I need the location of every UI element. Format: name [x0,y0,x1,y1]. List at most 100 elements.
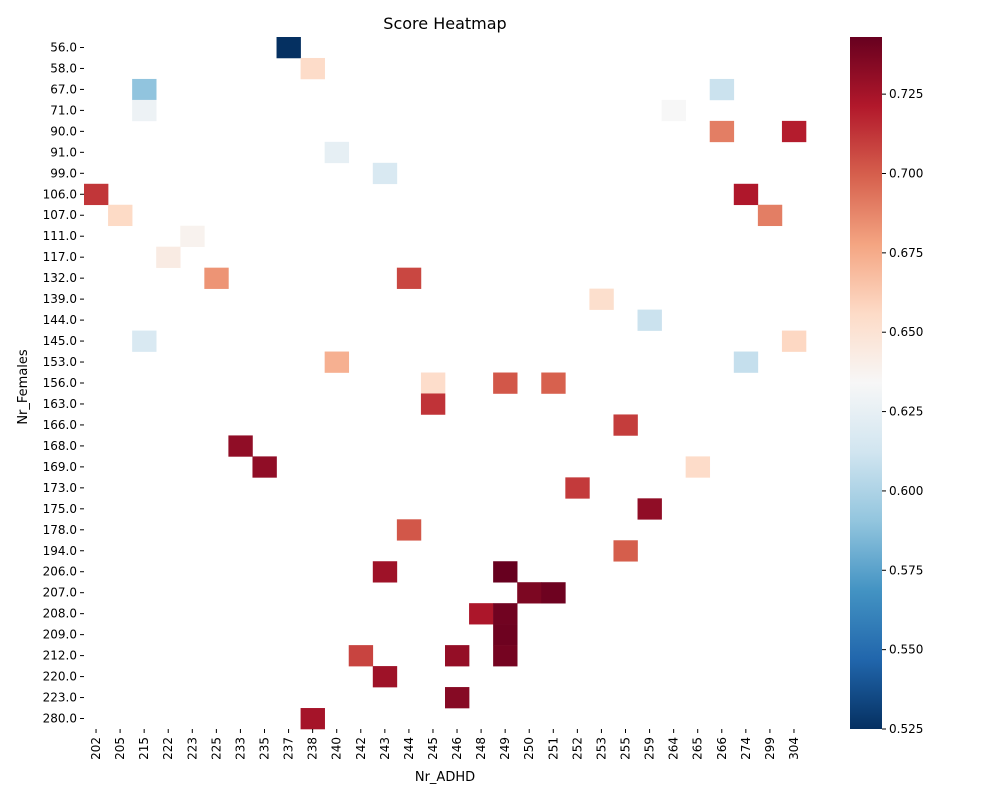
colorbar-tick-label: 0.600 [889,484,923,498]
heatmap-cell [661,99,686,122]
heatmap-cell [541,582,566,604]
heatmap-cell [324,141,350,164]
heatmap-cell [156,246,181,268]
y-tick-label: 194.0 [43,544,77,558]
heatmap-cell [324,351,350,373]
heatmap-cell [589,288,614,310]
heatmap-cell [84,183,109,206]
heatmap-cell [757,204,783,227]
x-tick-label: 246 [450,737,464,760]
x-tick-label: 243 [378,737,392,760]
x-tick-label: 250 [522,737,536,760]
x-tick-label: 238 [306,737,320,760]
y-tick-label: 132.0 [43,271,77,285]
y-tick-label: 208.0 [43,607,77,621]
heatmap-cell [709,78,735,101]
heatmap-cell [781,330,807,352]
x-tick-label: 264 [667,737,681,760]
colorbar-tick-label: 0.525 [889,722,923,736]
x-tick-label: 252 [570,737,584,760]
y-tick-label: 91.0 [50,145,77,159]
heatmap-cells [84,37,807,730]
heatmap-cell [781,120,807,143]
colorbar-tick-label: 0.675 [889,246,923,260]
heatmap-cell [445,687,470,709]
y-tick-label: 99.0 [50,166,77,180]
x-tick-label: 304 [787,737,801,760]
y-axis-label: Nr_Females [16,349,31,425]
colorbar-tick-label: 0.725 [889,87,923,101]
x-tick-label: 265 [691,737,705,760]
y-tick-label: 90.0 [50,124,77,138]
y-axis-ticks: 56.0 58.0 67.0 71.0 90.0 91.0 99.0 106.0 107.0 11… [43,40,84,726]
heatmap-cell [733,351,759,373]
x-tick-label: 244 [402,737,416,760]
heatmap-cell [276,37,301,59]
x-tick-label: 237 [282,737,296,760]
y-tick-label: 145.0 [43,334,77,348]
colorbar-tick-label: 0.650 [889,325,923,339]
x-tick-label: 233 [233,737,247,760]
heatmap-cell [493,603,518,625]
y-tick-label: 153.0 [43,355,77,369]
y-tick-label: 163.0 [43,397,77,411]
heatmap-cell [300,708,325,730]
x-tick-label: 240 [330,737,344,760]
x-tick-label: 223 [185,737,199,760]
x-axis-label: Nr_ADHD [415,770,475,785]
heatmap-cell [613,414,638,436]
colorbar-tick-label: 0.575 [889,563,923,577]
y-tick-label: 207.0 [43,586,77,600]
x-tick-label: 249 [498,737,512,760]
heatmap-cell [132,78,157,101]
y-tick-label: 107.0 [43,208,77,222]
y-tick-label: 106.0 [43,187,77,201]
heatmap-cell [396,267,422,289]
heatmap-cell [348,645,374,667]
heatmap-cell [445,645,470,667]
x-tick-label: 299 [763,737,777,760]
heatmap-cell [613,540,638,562]
colorbar: 0.525 0.550 0.575 0.600 0.625 0.650 0.675 0.700… [850,37,923,736]
y-tick-label: 280.0 [43,712,77,726]
y-tick-label: 220.0 [43,670,77,684]
heatmap-cell [517,582,542,604]
heatmap-cell [132,330,157,352]
x-tick-label: 215 [137,737,151,760]
heatmap-cell [108,204,133,227]
x-tick-label: 274 [739,737,753,760]
y-tick-label: 178.0 [43,523,77,537]
heatmap-cell [709,120,735,143]
x-tick-label: 253 [594,737,608,760]
x-tick-label: 222 [161,737,175,760]
heatmap-cell [541,372,566,394]
heatmap-cell [204,267,229,289]
colorbar-tick-label: 0.625 [889,405,923,419]
heatmap-cell [372,162,398,185]
heatmap-cell [493,561,518,583]
y-tick-label: 175.0 [43,502,77,516]
chart-title: Score Heatmap [383,14,506,33]
x-tick-label: 255 [619,737,633,760]
y-tick-label: 173.0 [43,481,77,495]
y-tick-label: 166.0 [43,418,77,432]
x-axis-ticks: 202 205 215 222 223 225 233 235 237 238 240 242 243 2… [89,729,801,760]
x-tick-label: 245 [426,737,440,760]
colorbar-tick-label: 0.550 [889,643,923,657]
x-tick-label: 225 [209,737,223,760]
heatmap-cell [132,99,157,122]
heatmap-cell [565,477,590,499]
y-tick-label: 111.0 [43,229,77,243]
heatmap-cell [469,603,494,625]
y-tick-label: 223.0 [43,691,77,705]
x-tick-label: 259 [643,737,657,760]
heatmap-cell [733,183,759,206]
heatmap-cell [372,666,398,688]
heatmap-cell [493,624,518,646]
heatmap-cell [637,309,662,331]
y-tick-label: 56.0 [50,40,77,54]
heatmap-cell [420,372,446,394]
y-tick-label: 67.0 [50,82,77,96]
colorbar-tick-label: 0.700 [889,166,923,180]
y-tick-label: 58.0 [50,61,77,75]
